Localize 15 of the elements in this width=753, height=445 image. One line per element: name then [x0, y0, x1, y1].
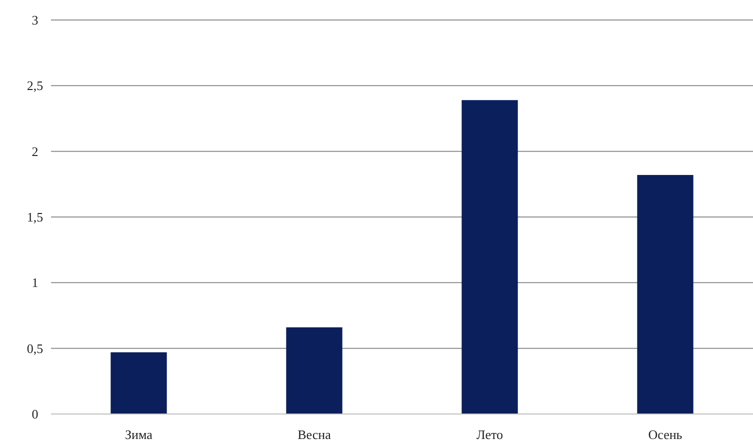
- y-tick-label: 0,5: [26, 340, 44, 356]
- bar: [286, 327, 342, 414]
- y-tick-label: 3: [32, 12, 38, 28]
- bar: [110, 352, 167, 414]
- y-tick-label: 1: [32, 275, 38, 290]
- y-tick-label: 1,5: [26, 210, 44, 225]
- x-tick-label: Осень: [648, 427, 682, 442]
- x-tick-label: Лето: [476, 427, 504, 442]
- bar: [462, 100, 518, 414]
- x-tick-label: Весна: [298, 427, 332, 442]
- y-tick-label: 0: [32, 406, 38, 422]
- bar: [637, 174, 694, 414]
- y-tick-label: 2: [32, 144, 38, 159]
- x-tick-label: Зима: [125, 427, 153, 442]
- y-tick-label: 2,5: [26, 78, 44, 94]
